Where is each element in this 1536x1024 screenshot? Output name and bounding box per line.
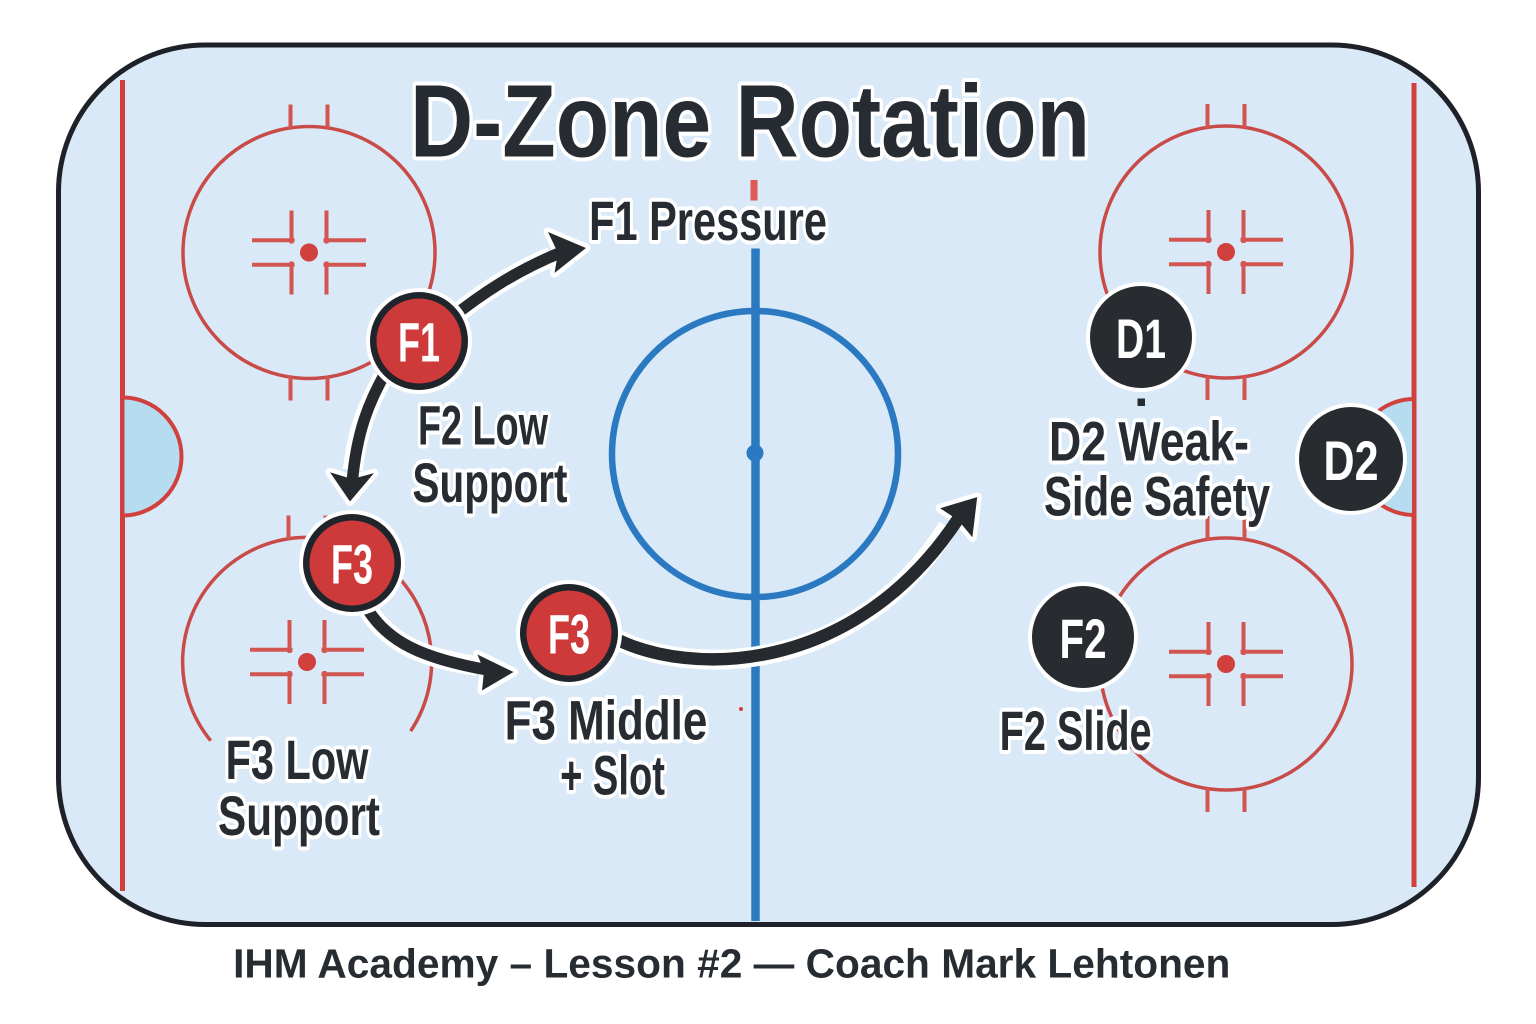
- svg-text:F3 Low: F3 Low: [226, 729, 369, 791]
- svg-text:F1 Pressure: F1 Pressure: [589, 190, 827, 252]
- svg-text:IHM Academy – Lesson #2 — Coac: IHM Academy – Lesson #2 — Coach Mark Leh…: [233, 940, 1230, 986]
- svg-text:F3: F3: [331, 532, 373, 595]
- svg-text:D2: D2: [1324, 430, 1379, 493]
- svg-text:D2 Weak-: D2 Weak-: [1049, 410, 1249, 473]
- svg-text:F3: F3: [548, 602, 590, 665]
- svg-text:+ Slot: + Slot: [560, 745, 665, 807]
- svg-text:Support: Support: [413, 453, 568, 515]
- svg-text:F3 Middle: F3 Middle: [505, 688, 708, 751]
- svg-text:D1: D1: [1116, 308, 1166, 371]
- svg-text:F2: F2: [1059, 609, 1106, 671]
- svg-text:D-Zone Rotation: D-Zone Rotation: [410, 65, 1090, 179]
- svg-text:F1: F1: [398, 310, 440, 373]
- svg-text:Support: Support: [218, 784, 380, 847]
- svg-text:F2 Slide: F2 Slide: [1000, 700, 1152, 762]
- svg-text:F2 Low: F2 Low: [418, 395, 549, 457]
- svg-text:Side Safety: Side Safety: [1044, 466, 1271, 528]
